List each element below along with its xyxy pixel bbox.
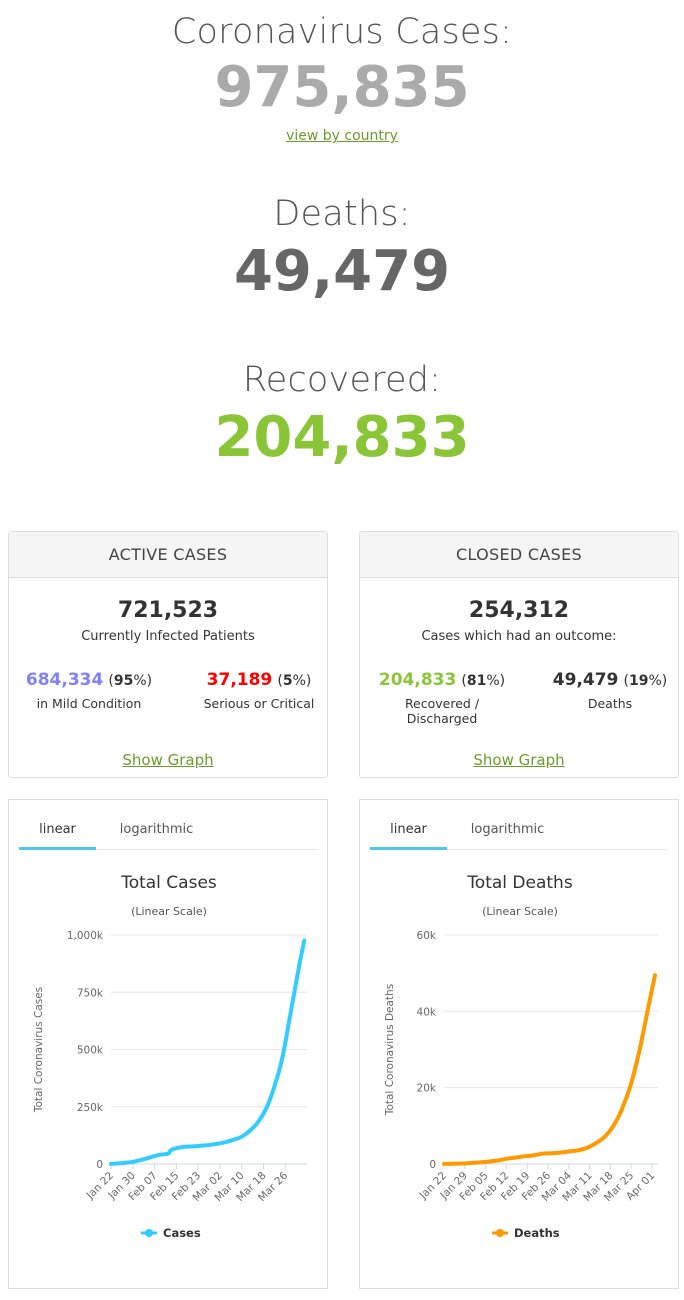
- legend-marker: [496, 1229, 504, 1237]
- recovered-block: Recovered: 204,833: [0, 360, 684, 466]
- y-tick-label: 0: [429, 1159, 436, 1171]
- closed-deaths-label: Deaths: [587, 696, 633, 711]
- closed-show-graph-link[interactable]: Show Graph: [473, 751, 565, 769]
- closed-recovered-percent: 81: [466, 673, 487, 689]
- chart-title: Total Deaths: [466, 873, 573, 893]
- tab-linear[interactable]: linear: [19, 818, 96, 850]
- closed-deaths-count: 49,479: [552, 670, 619, 690]
- recovered-label: Recovered:: [242, 360, 442, 400]
- chart-subtitle: (Linear Scale): [482, 905, 558, 918]
- y-tick-label: 750k: [77, 987, 104, 999]
- active-cases-total: 721,523: [117, 598, 219, 623]
- serious-label: Serious or Critical: [203, 696, 315, 711]
- legend-label: Deaths: [514, 1226, 560, 1240]
- closed-deaths: 49,479 (19%) Deaths: [540, 670, 680, 711]
- active-cases-subtitle: Currently Infected Patients: [81, 629, 255, 644]
- closed-deaths-percent: 19: [628, 673, 649, 689]
- scale-tabs: linear logarithmic: [19, 818, 317, 850]
- cases-block: Coronavirus Cases: 975,835 view by count…: [0, 12, 684, 144]
- tab-logarithmic[interactable]: logarithmic: [119, 822, 194, 837]
- tab-linear[interactable]: linear: [370, 818, 447, 850]
- y-tick-label: 20k: [417, 1083, 437, 1095]
- serious-count: 37,189: [206, 670, 273, 690]
- closed-recovered-count: 204,833: [378, 670, 457, 690]
- y-tick-label: 60k: [417, 930, 437, 942]
- total-deaths-chart: Total Deaths (Linear Scale) 0 20k 40k 60k Tota…: [384, 873, 658, 1240]
- y-axis-title: Total Coronavirus Cases: [33, 987, 45, 1113]
- legend-label: Cases: [163, 1226, 201, 1240]
- total-cases-chart: Total Cases (Linear Scale) 0 250k 500k 750k 1,…: [33, 873, 307, 1240]
- deaths-count: 49,479: [233, 239, 451, 304]
- closed-cases-subtitle: Cases which had an outcome:: [421, 629, 617, 644]
- cases-label: Coronavirus Cases:: [171, 12, 513, 52]
- closed-cases-panel: CLOSED CASES 254,312 Cases which had an …: [359, 531, 679, 778]
- serious-condition: 37,189 (5%) Serious or Critical: [189, 670, 329, 711]
- recovered-count: 204,833: [214, 405, 470, 470]
- series-line-cases: [109, 938, 307, 1166]
- y-tick-label: 250k: [77, 1102, 104, 1114]
- mild-percent: 95: [113, 673, 134, 689]
- serious-percent: 5: [282, 673, 293, 689]
- y-tick-label: 40k: [417, 1006, 437, 1018]
- total-cases-chart-panel: linear logarithmic Total Cases (Linear Sc…: [8, 799, 328, 1289]
- tab-logarithmic[interactable]: logarithmic: [470, 822, 545, 837]
- cases-count: 975,835: [214, 55, 470, 120]
- active-show-graph-link[interactable]: Show Graph: [122, 751, 214, 769]
- active-cases-title: ACTIVE CASES: [9, 532, 327, 578]
- legend-marker: [145, 1229, 153, 1237]
- scale-tabs: linear logarithmic: [370, 818, 668, 850]
- chart-subtitle: (Linear Scale): [131, 905, 207, 918]
- closed-cases-title: CLOSED CASES: [360, 532, 678, 578]
- deaths-label: Deaths:: [273, 194, 411, 234]
- closed-recovered-label: Recovered / Discharged: [404, 696, 480, 726]
- total-deaths-chart-panel: linear logarithmic Total Deaths (Linear S…: [359, 799, 679, 1289]
- deaths-block: Deaths: 49,479: [0, 194, 684, 300]
- view-by-country-link[interactable]: view by country: [286, 128, 398, 144]
- closed-cases-total: 254,312: [468, 598, 570, 623]
- series-line-deaths: [442, 973, 657, 1166]
- y-tick-label: 500k: [77, 1045, 104, 1057]
- mild-label: in Mild Condition: [36, 696, 142, 711]
- mild-count: 684,334: [25, 670, 104, 690]
- y-tick-label: 0: [96, 1159, 103, 1171]
- y-axis-title: Total Coronavirus Deaths: [384, 984, 396, 1116]
- chart-title: Total Cases: [120, 873, 217, 893]
- recovered-discharged: 204,833 (81%) Recovered / Discharged: [372, 670, 512, 726]
- y-tick-label: 1,000k: [67, 930, 104, 942]
- active-cases-panel: ACTIVE CASES 721,523 Currently Infected …: [8, 531, 328, 778]
- mild-condition: 684,334 (95%) in Mild Condition: [19, 670, 159, 711]
